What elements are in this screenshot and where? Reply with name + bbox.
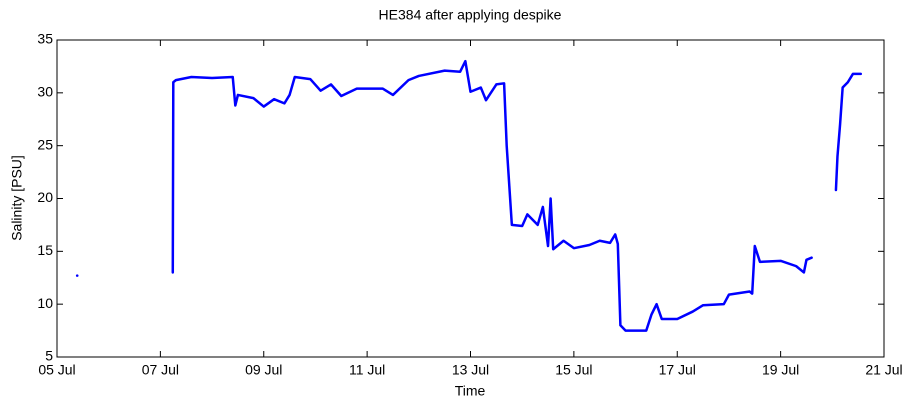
chart-title: HE384 after applying despike	[379, 7, 562, 23]
y-tick-label: 15	[37, 242, 53, 258]
y-tick-label: 25	[37, 136, 53, 152]
y-tick-label: 30	[37, 84, 53, 100]
x-tick-label: 15 Jul	[555, 362, 592, 378]
x-tick-label: 19 Jul	[762, 362, 799, 378]
x-tick-label: 21 Jul	[865, 362, 902, 378]
x-tick-label: 17 Jul	[659, 362, 696, 378]
y-tick-label: 10	[37, 295, 53, 311]
y-tick-label: 5	[45, 348, 53, 364]
x-axis-label: Time	[455, 383, 486, 399]
y-tick-label: 35	[37, 31, 53, 47]
x-tick-label: 13 Jul	[452, 362, 489, 378]
y-axis-label: Salinity [PSU]	[9, 155, 25, 241]
x-tick-label: 09 Jul	[245, 362, 282, 378]
x-tick-label: 05 Jul	[38, 362, 75, 378]
data-line	[75, 59, 862, 332]
y-tick-label: 20	[37, 189, 53, 205]
x-tick-label: 11 Jul	[349, 362, 385, 378]
x-tick-label: 07 Jul	[142, 362, 179, 378]
